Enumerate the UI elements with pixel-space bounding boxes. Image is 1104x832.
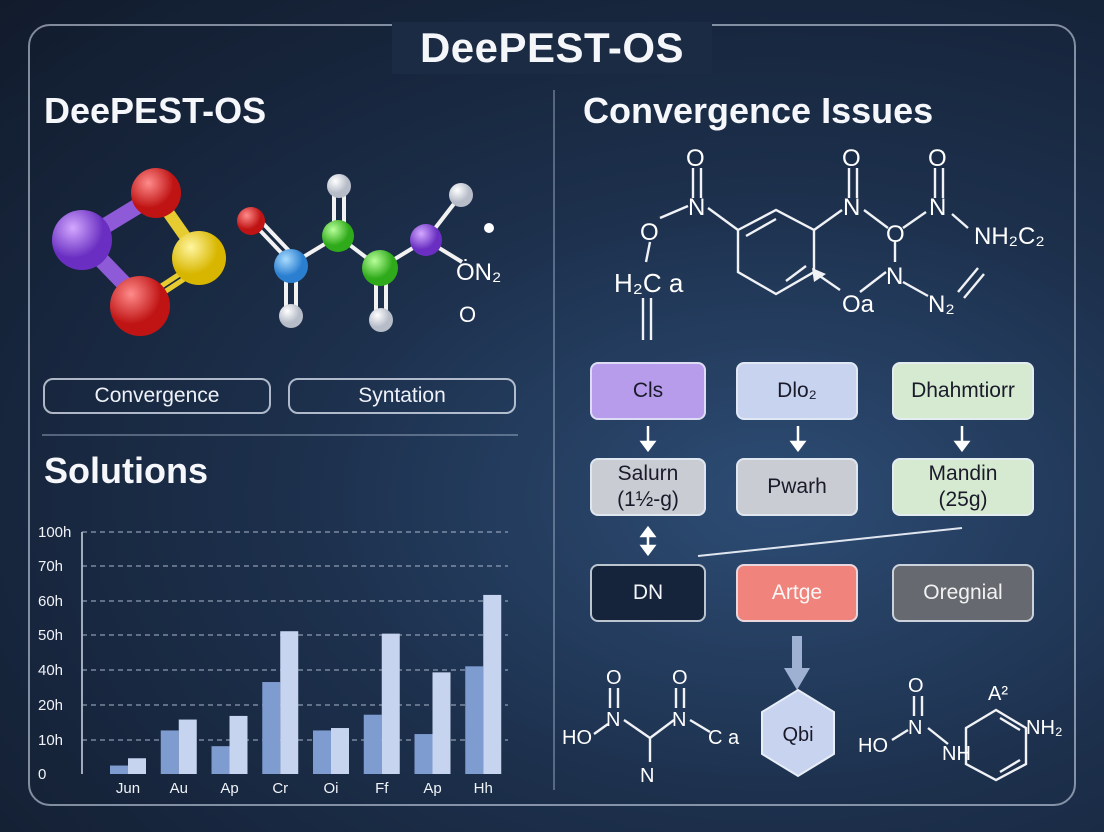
flow-box-row3-2: Oregnial <box>892 564 1034 622</box>
chart-bar-1-1 <box>178 719 197 774</box>
chart-y-tick-label: 70h <box>38 558 63 575</box>
vertical-divider <box>553 90 555 790</box>
chart-x-tick-label: Oi <box>324 780 339 797</box>
bl-o2: O <box>672 667 688 689</box>
br-n: N <box>908 717 922 739</box>
flow-box-row3-1: Artge <box>736 564 858 622</box>
chart-bar-3-0 <box>262 682 281 774</box>
chart-y-tick-label: 20h <box>38 697 63 714</box>
chart-y-tick-label: 100h <box>38 524 71 541</box>
bl-n2: N <box>672 709 686 731</box>
mol-label-n3: N <box>929 194 946 221</box>
horizontal-divider <box>42 434 518 436</box>
flow-box-row1-1: Dlo₂ <box>736 362 858 420</box>
mol-label-n4: N <box>886 263 903 290</box>
chart-bar-3-1 <box>280 631 299 774</box>
chart-y-tick-label: 50h <box>38 627 63 644</box>
mol-label-o1: O <box>640 219 659 246</box>
br-ho: HO <box>858 735 888 757</box>
flow-box-row1-2: Dhahmtiorr <box>892 362 1034 420</box>
chart-bar-6-1 <box>432 672 451 774</box>
chart-y-tick-label: 0 <box>38 766 46 783</box>
chart-x-tick-label: Jun <box>116 780 140 797</box>
bl-ho: HO <box>562 727 592 749</box>
mol-label-n1: N <box>688 194 705 221</box>
main-title: DeePEST-OS <box>392 22 712 74</box>
chart-x-tick-label: Hh <box>474 780 493 797</box>
chart-bar-7-1 <box>483 594 502 774</box>
hexagon-node <box>761 688 835 778</box>
chart-bar-2-0 <box>211 746 230 774</box>
chart-x-tick-label: Ff <box>375 780 389 797</box>
chart-bar-1-0 <box>160 730 179 774</box>
bl-n1: N <box>606 709 620 731</box>
chart-x-tick-label: Cr <box>272 780 288 797</box>
chart-bar-0-0 <box>110 765 128 774</box>
chart-bar-2-1 <box>229 715 248 774</box>
convergence-button[interactable]: Convergence <box>43 378 271 414</box>
mol-label-o2: O <box>842 145 861 172</box>
chart-x-tick-label: Ap <box>423 780 441 797</box>
chart-bar-0-1 <box>128 758 146 774</box>
chart-bar-6-0 <box>414 734 433 774</box>
br-nh: NH <box>942 743 971 765</box>
bl-n3: N <box>640 765 654 787</box>
chart-bar-7-0 <box>465 666 484 774</box>
mol-label-nh2c: NH₂C₂ <box>974 223 1045 250</box>
mol-label-n2-right: N₂ <box>928 291 955 318</box>
left-section-title: DeePEST-OS <box>44 90 267 131</box>
mol-label-left-o: O <box>459 302 476 327</box>
syntation-button[interactable]: Syntation <box>288 378 516 414</box>
br-nh2: NH₂ <box>1026 717 1063 739</box>
chart-y-tick-label: 60h <box>38 593 63 610</box>
mol-label-o-top: O <box>686 145 705 172</box>
mol-label-left-on2: ȮN₂ <box>456 258 501 286</box>
mol-label-n2: N <box>843 194 860 221</box>
chart-x-tick-label: Ap <box>220 780 238 797</box>
mol-label-h2c: H₂C a <box>614 268 684 298</box>
flow-box-row2-2: Mandin (25g) <box>892 458 1034 516</box>
chart-bar-5-1 <box>381 633 400 774</box>
mol-label-o4: O <box>886 221 905 248</box>
mol-label-oa: Oa <box>842 291 875 318</box>
chart-y-tick-label: 10h <box>38 732 63 749</box>
chart-x-tick-label: Au <box>170 780 188 797</box>
hexagon-label: Qbi <box>782 724 813 746</box>
solutions-title: Solutions <box>44 450 208 491</box>
bl-ca: C a <box>708 727 740 749</box>
chart-bar-4-0 <box>313 730 331 774</box>
flow-box-row1-0: Cls <box>590 362 706 420</box>
mol-label-o3: O <box>928 145 947 172</box>
br-o: O <box>908 675 924 697</box>
br-a2: A² <box>988 683 1008 705</box>
chart-bar-4-1 <box>331 728 349 774</box>
flow-box-row2-0: Salurn (1½-g) <box>590 458 706 516</box>
chart-bar-5-0 <box>363 714 382 774</box>
chart-y-tick-label: 40h <box>38 662 63 679</box>
flow-box-row2-1: Pwarh <box>736 458 858 516</box>
flow-box-row3-0: DN <box>590 564 706 622</box>
right-section-title: Convergence Issues <box>583 90 934 131</box>
bl-o1: O <box>606 667 622 689</box>
